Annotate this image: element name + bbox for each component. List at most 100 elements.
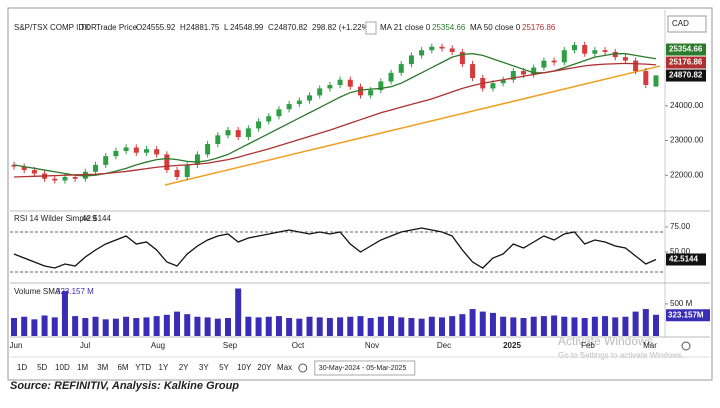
range-button[interactable]: 1D xyxy=(17,363,27,372)
volume-bar xyxy=(642,309,649,336)
range-button[interactable]: 20Y xyxy=(257,363,272,372)
volume-bar xyxy=(377,316,384,336)
range-button[interactable]: YTD xyxy=(135,363,151,372)
volume-bar xyxy=(561,316,568,336)
volume-bar xyxy=(82,318,89,336)
date-range-box[interactable] xyxy=(314,360,416,376)
volume-bar xyxy=(367,318,374,336)
volume-bar xyxy=(530,316,537,336)
candle-body xyxy=(174,170,180,177)
candle-body xyxy=(154,149,160,155)
candle-body xyxy=(490,83,496,89)
watermark: Activate Windows xyxy=(558,334,653,348)
volume-bar xyxy=(306,316,313,336)
range-button[interactable]: 6M xyxy=(117,363,128,372)
volume-bar xyxy=(11,318,17,336)
volume-bar xyxy=(337,317,344,336)
volume-bar xyxy=(510,317,517,336)
volume-bar xyxy=(591,316,598,336)
candle-body xyxy=(398,64,404,73)
candle-body xyxy=(82,171,88,179)
candle-body xyxy=(133,147,139,153)
candle-body xyxy=(357,86,363,96)
header-text: 24555.92 xyxy=(142,23,176,32)
range-button[interactable]: 5Y xyxy=(219,363,229,372)
candle-body xyxy=(123,147,129,151)
volume-bar xyxy=(612,317,619,336)
candle-body xyxy=(103,156,109,165)
candle-body xyxy=(388,72,394,82)
calendar-icon[interactable] xyxy=(298,363,308,373)
range-button[interactable]: 3Y xyxy=(199,363,209,372)
volume-bar xyxy=(286,318,293,336)
candle-body xyxy=(266,116,272,122)
candle-body xyxy=(113,150,119,157)
candle-body xyxy=(307,95,313,101)
candle-body xyxy=(368,90,374,96)
volume-bar xyxy=(133,318,140,336)
range-button[interactable]: 10D xyxy=(55,363,70,372)
volume-bar xyxy=(622,316,629,336)
x-tick-label: Nov xyxy=(365,341,379,350)
candle-body xyxy=(643,71,649,85)
candle-body xyxy=(419,50,425,56)
candle-body xyxy=(194,154,200,165)
settings-icon[interactable] xyxy=(681,341,691,351)
price-box xyxy=(666,43,706,56)
header-text: L xyxy=(224,23,229,32)
header-text: C xyxy=(268,23,274,32)
volume-bar xyxy=(581,318,588,336)
range-button[interactable]: 3M xyxy=(97,363,108,372)
candle-body xyxy=(143,149,149,153)
range-button[interactable]: Max xyxy=(277,363,292,372)
volume-bar xyxy=(143,317,150,336)
x-tick-label: Dec xyxy=(437,341,451,350)
candle-body xyxy=(347,79,353,87)
watermark: Go to Settings to activate Windows. xyxy=(558,351,684,360)
volume-bar xyxy=(174,311,181,336)
currency-box[interactable] xyxy=(667,15,707,33)
range-button[interactable]: 5D xyxy=(37,363,47,372)
volume-bar xyxy=(153,316,160,336)
volume-bar xyxy=(163,314,170,336)
legend-button[interactable] xyxy=(365,21,377,35)
volume-bar xyxy=(459,314,466,336)
candle-body xyxy=(256,121,262,129)
price-label: 323.157M xyxy=(668,310,704,319)
volume-bar xyxy=(265,316,272,336)
candle-body xyxy=(184,164,190,177)
x-tick-label: Feb xyxy=(581,341,595,350)
price-box xyxy=(666,309,710,322)
volume-bar xyxy=(316,317,323,336)
volume-bar xyxy=(92,316,99,336)
volume-bar xyxy=(225,318,231,336)
price-label: 25176.86 xyxy=(669,58,703,67)
header-text: 25354.66 xyxy=(432,23,466,32)
candle-body xyxy=(531,67,537,75)
volume-bar xyxy=(326,318,333,336)
price-box xyxy=(666,56,706,69)
volume-bar xyxy=(469,309,476,336)
range-button[interactable]: 1M xyxy=(77,363,88,372)
candle-body xyxy=(470,64,476,78)
panel-title: RSI 14 Wilder Simple 9 xyxy=(14,214,97,223)
header-text: 24548.99 xyxy=(230,23,264,32)
candle-body xyxy=(521,71,527,75)
header-text: H xyxy=(180,23,186,32)
range-button[interactable]: 10Y xyxy=(237,363,252,372)
volume-bar xyxy=(184,314,191,336)
price-label: 24870.82 xyxy=(669,71,703,80)
candle-body xyxy=(11,164,17,167)
candle-body xyxy=(205,144,211,155)
volume-bar xyxy=(31,319,38,336)
candle-body xyxy=(653,75,659,87)
candle-body xyxy=(582,45,588,54)
header-text: S&P/TSX COMP IDX xyxy=(14,23,90,32)
range-button[interactable]: 1Y xyxy=(159,363,169,372)
candle-body xyxy=(592,50,598,54)
volume-bar xyxy=(61,291,68,336)
header-text: 24881.75 xyxy=(186,23,220,32)
trendline xyxy=(164,65,661,186)
volume-bar xyxy=(520,318,527,336)
range-button[interactable]: 2Y xyxy=(179,363,189,372)
